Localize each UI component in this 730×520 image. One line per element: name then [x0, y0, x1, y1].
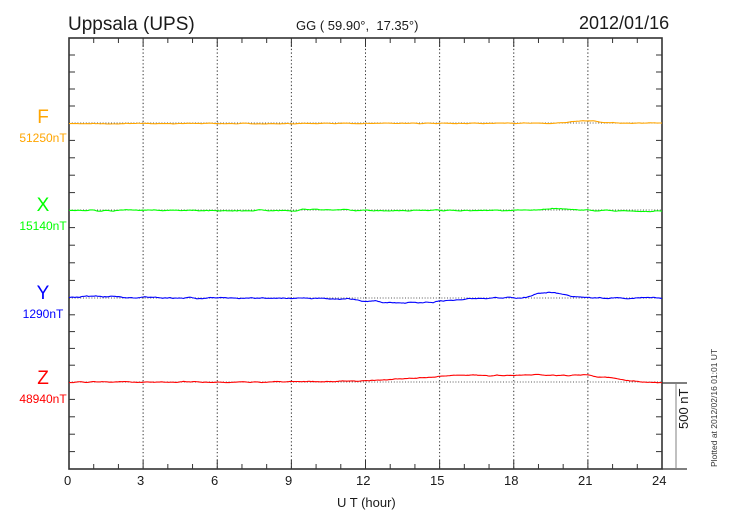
svg-text:500 nT: 500 nT: [676, 388, 691, 429]
svg-text:Plotted at 2012/02/16 01:01 UT: Plotted at 2012/02/16 01:01 UT: [709, 349, 719, 467]
